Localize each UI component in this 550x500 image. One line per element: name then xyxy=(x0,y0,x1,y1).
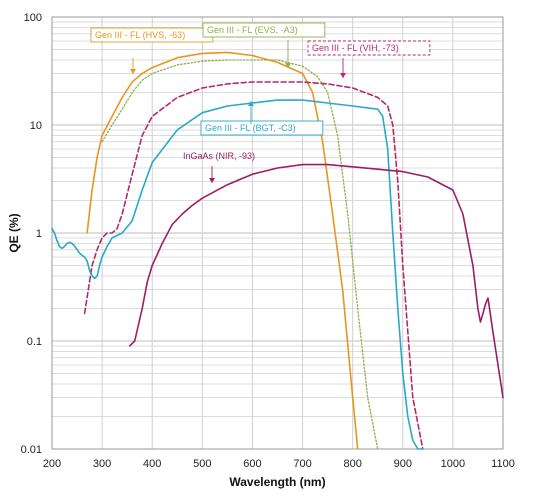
series-line-4 xyxy=(128,163,504,399)
annotation-label: Gen III - FL (EVS, -A3) xyxy=(207,25,298,35)
annotation-1: Gen III - FL (EVS, -A3) xyxy=(202,22,326,68)
x-tick-label: 900 xyxy=(394,458,412,470)
series-layer xyxy=(51,51,504,450)
annotation-arrowhead xyxy=(340,73,346,78)
annotation-bg xyxy=(308,41,430,55)
annotation-bg xyxy=(203,23,325,37)
annotation-box xyxy=(200,120,324,136)
annotation-bg xyxy=(201,121,323,135)
x-axis-label: Wavelength (nm) xyxy=(229,475,325,489)
x-tick-label: 1000 xyxy=(441,458,465,470)
x-tick-label: 300 xyxy=(93,458,111,470)
annotation-label: Gen III - FL (HVS, -63) xyxy=(95,30,185,40)
annotations: Gen III - FL (HVS, -63) Gen III - FL (EVS… xyxy=(90,22,431,183)
annotation-label: Gen III - FL (VIH, -73) xyxy=(312,43,399,53)
series-line-1 xyxy=(101,59,379,450)
grid xyxy=(51,17,504,450)
series-line-0 xyxy=(86,51,359,450)
y-tick-label: 100 xyxy=(24,12,42,24)
plot-border xyxy=(51,16,504,450)
x-tick-label: 500 xyxy=(193,458,211,470)
tick-labels: 200 300 400 500 600 700 800 900 1000 11000.010.11… xyxy=(21,12,515,470)
annotation-label: Gen III - FL (BGT, -C3) xyxy=(205,123,296,133)
x-tick-label: 400 xyxy=(143,458,161,470)
y-tick-label: 10 xyxy=(30,120,42,132)
annotation-box xyxy=(202,22,326,38)
annotation-4: InGaAs (NIR, -93) xyxy=(183,151,255,183)
y-tick-label: 0.1 xyxy=(27,336,42,348)
annotation-arrowhead xyxy=(248,101,254,106)
x-tick-label: 200 xyxy=(43,458,61,470)
x-tick-label: 1100 xyxy=(491,458,515,470)
y-tick-label: 0.01 xyxy=(21,444,42,456)
y-tick-label: 1 xyxy=(36,228,42,240)
x-tick-label: 800 xyxy=(343,458,361,470)
plot-frame xyxy=(51,16,504,450)
annotation-label: InGaAs (NIR, -93) xyxy=(183,151,255,161)
x-tick-label: 700 xyxy=(293,458,311,470)
annotation-bg xyxy=(91,28,213,42)
series-line-3 xyxy=(51,99,424,450)
annotation-arrowhead xyxy=(209,178,215,183)
annotation-2: Gen III - FL (VIH, -73) xyxy=(307,40,431,78)
annotation-arrowhead xyxy=(285,63,291,68)
annotation-arrowhead xyxy=(130,69,136,74)
series-line-2 xyxy=(83,81,424,450)
annotation-3: Gen III - FL (BGT, -C3) xyxy=(200,101,324,136)
y-axis-label: QE (%) xyxy=(7,213,21,252)
annotation-box xyxy=(307,40,431,56)
x-tick-label: 600 xyxy=(243,458,261,470)
annotation-0: Gen III - FL (HVS, -63) xyxy=(90,27,214,74)
